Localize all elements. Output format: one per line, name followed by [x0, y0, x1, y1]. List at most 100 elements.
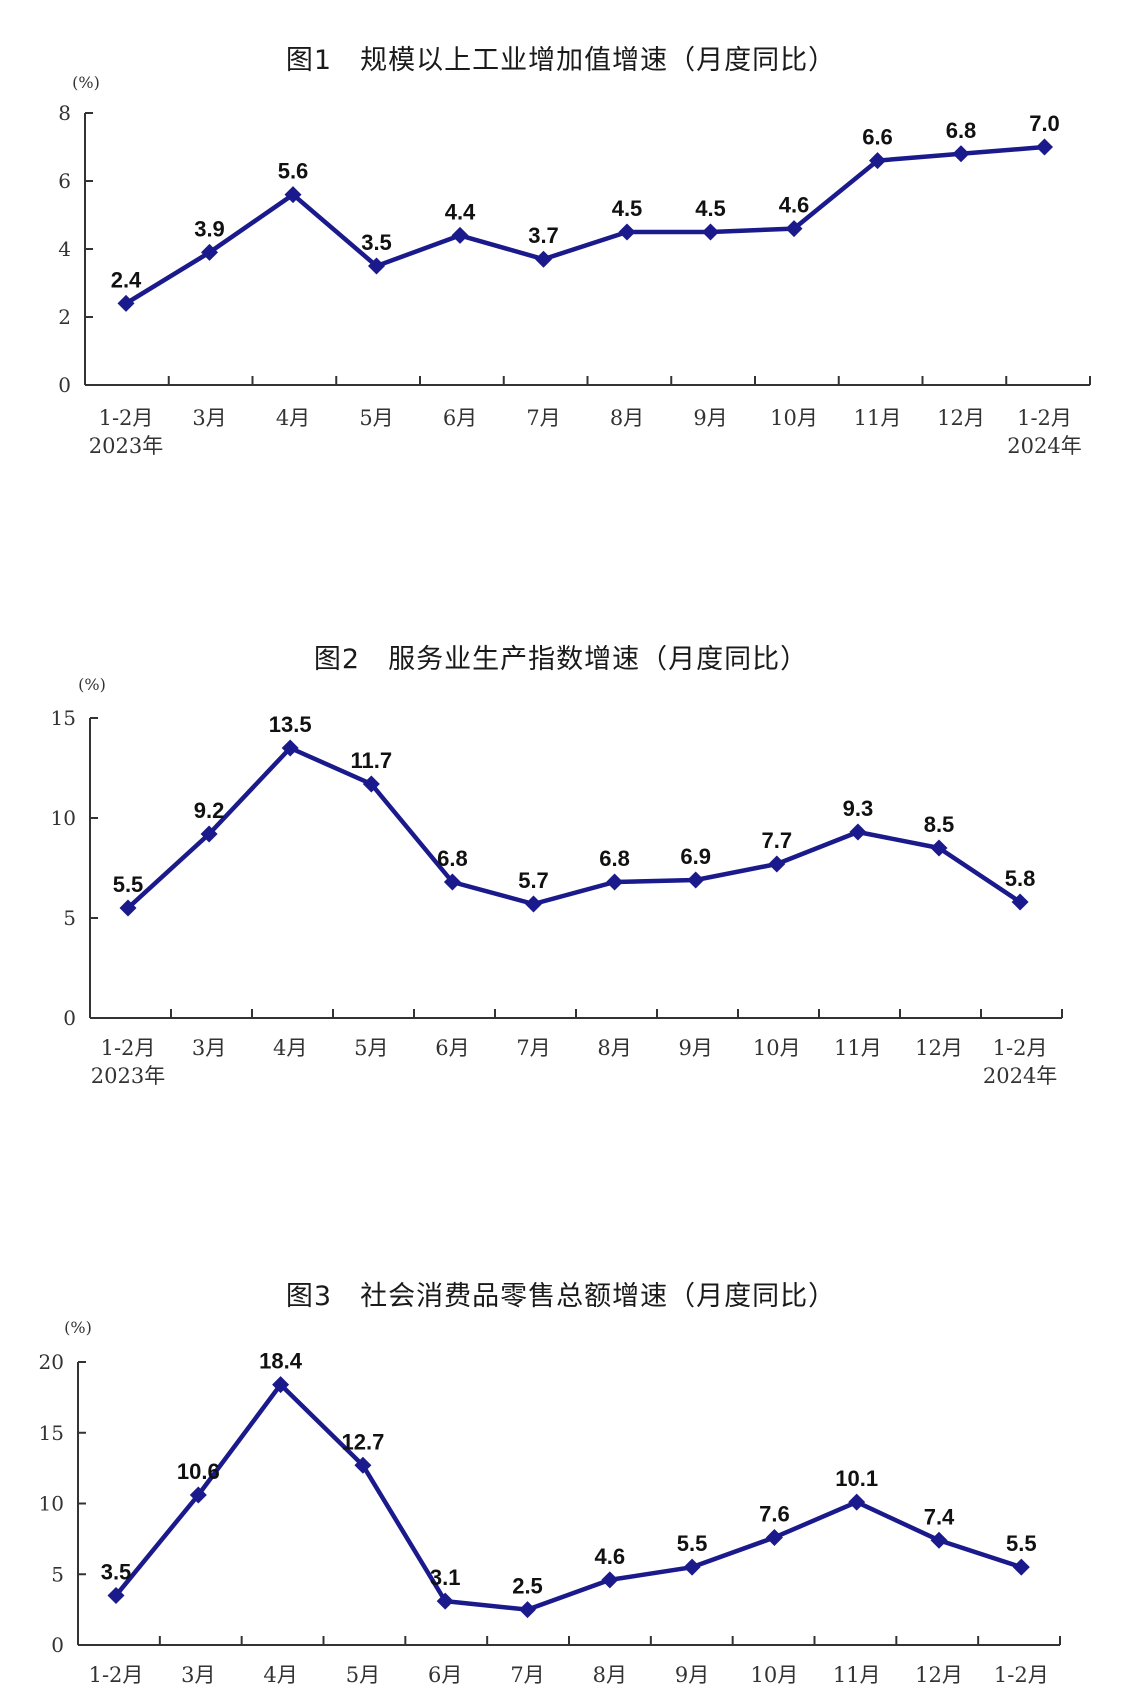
chart-2-data-label: 5.5 — [113, 872, 144, 897]
chart-3-data-label: 3.1 — [430, 1565, 461, 1590]
chart-1-x-tick-label: 10月 — [770, 406, 818, 430]
chart-2-x-tick-label: 12月 — [915, 1036, 963, 1060]
chart-1-y-tick-label: 2 — [58, 305, 71, 329]
chart-2-data-label: 6.8 — [599, 846, 630, 871]
chart-3-data-point — [683, 1558, 701, 1576]
chart-2-y-tick-label: 15 — [51, 706, 76, 730]
chart-1-x-tick-label: 12月 — [937, 406, 985, 430]
chart-3-data-label: 3.5 — [101, 1559, 132, 1584]
chart-1-data-label: 4.6 — [779, 193, 810, 218]
chart-1-data-point — [368, 257, 385, 275]
chart-3-y-tick-label: 15 — [39, 1421, 64, 1445]
chart-3-x-tick-label: 7月 — [510, 1663, 544, 1687]
chart-2-x-tick-label: 4月 — [273, 1036, 307, 1060]
chart-2-data-label: 5.8 — [1005, 866, 1036, 891]
chart-1-data-label: 2.4 — [111, 267, 142, 292]
chart-3-y-tick-label: 5 — [51, 1562, 64, 1586]
chart-3-x-tick-label: 1-2月 — [89, 1663, 144, 1687]
chart-3-series-line — [114, 1382, 1022, 1612]
chart-2-year-label-end: 2024年 — [983, 1064, 1057, 1088]
chart-3-x-tick-label: 5月 — [346, 1663, 380, 1687]
chart-3-data-point — [1012, 1558, 1030, 1576]
chart-3-x-tick-label: 11月 — [833, 1663, 881, 1687]
chart-2-data-point — [281, 739, 299, 757]
chart-2-data-label: 11.7 — [350, 748, 392, 773]
chart-1-x-tick-label: 7月 — [526, 406, 560, 430]
chart-2-year-label-start: 2023年 — [91, 1064, 165, 1088]
chart-1-data-label: 7.0 — [1029, 111, 1060, 136]
chart-1-data-point — [952, 145, 970, 163]
chart-1-data-label: 4.4 — [445, 199, 476, 224]
chart-3-x-tick-label: 3月 — [181, 1663, 215, 1687]
chart-3-data-label: 7.4 — [924, 1504, 955, 1529]
chart-1-data-point — [869, 152, 886, 170]
chart-1-x-tick-label: 1-2月 — [99, 406, 154, 430]
chart-1-data-point — [117, 294, 135, 312]
chart-2-x-tick-label: 6月 — [435, 1036, 469, 1060]
chart-1-data-point — [535, 250, 552, 268]
chart-2-x-tick-label: 3月 — [192, 1036, 226, 1060]
chart-3-data-label: 10.1 — [835, 1466, 878, 1491]
chart-1-x-tick-label: 11月 — [854, 406, 902, 430]
chart-1-y-tick-label: 0 — [58, 373, 71, 397]
chart-1-data-label: 3.5 — [361, 230, 392, 255]
chart-2-x-tick-label: 7月 — [516, 1036, 550, 1060]
chart-2-data-point — [362, 775, 380, 793]
chart-3-data-label: 18.4 — [259, 1349, 303, 1374]
chart-2-data-point — [200, 825, 218, 843]
chart-3-data-point — [107, 1586, 125, 1604]
chart-3-x-tick-label: 10月 — [751, 1663, 799, 1687]
chart-2-title: 图2 服务业生产指数增速（月度同比） — [313, 644, 809, 675]
chart-2-data-label: 9.3 — [843, 796, 874, 821]
chart-2-y-tick-label: 5 — [63, 906, 76, 930]
chart-3-data-point — [930, 1531, 948, 1549]
chart-1-x-tick-label: 5月 — [359, 406, 393, 430]
chart-1-unit-label: (%) — [72, 73, 100, 92]
chart-1-x-tick-label: 9月 — [693, 406, 727, 430]
chart-3-x-tick-label: 9月 — [675, 1663, 709, 1687]
chart-1-data-label: 3.9 — [194, 216, 225, 241]
chart-3-y-tick-label: 0 — [51, 1633, 64, 1657]
chart-2-data-label: 9.2 — [194, 798, 225, 823]
chart-3-data-point — [519, 1601, 536, 1619]
chart-1-x-tick-label: 8月 — [610, 406, 644, 430]
chart-1-x-tick-label: 3月 — [192, 406, 226, 430]
chart-2-x-tick-label: 8月 — [597, 1036, 631, 1060]
chart-3-x-tick-label: 1-2月 — [994, 1663, 1049, 1687]
chart-2-data-point — [849, 823, 867, 841]
chart-3-data-point — [354, 1456, 372, 1474]
chart-3-data-point — [765, 1528, 783, 1546]
chart-2-data-point — [525, 895, 542, 913]
chart-2-y-tick-label: 10 — [51, 806, 76, 830]
chart-3-x-tick-label: 4月 — [263, 1663, 297, 1687]
chart-1-data-point — [785, 220, 803, 238]
chart-3-data-point — [272, 1376, 290, 1394]
chart-1-data-point — [702, 223, 719, 241]
chart-3-data-label: 4.6 — [595, 1544, 626, 1569]
chart-2-x-tick-label: 1-2月 — [101, 1036, 156, 1060]
chart-2-y-tick-label: 0 — [63, 1006, 76, 1030]
chart-3-y-tick-label: 20 — [39, 1350, 64, 1374]
chart-1-data-label: 4.5 — [695, 196, 726, 221]
chart-1-data-label: 4.5 — [612, 196, 643, 221]
chart-3-x-tick-label: 8月 — [593, 1663, 627, 1687]
chart-1-data-point — [451, 226, 469, 244]
chart-1-data-point — [618, 223, 636, 241]
chart-2-data-label: 5.7 — [518, 868, 549, 893]
chart-1-y-tick-label: 4 — [58, 237, 71, 261]
chart-2-data-label: 6.8 — [437, 846, 468, 871]
chart-2-data-point — [443, 873, 461, 891]
chart-2-data-point — [768, 855, 786, 873]
chart-2-data-point — [1011, 893, 1029, 911]
chart-1-year-label-end: 2024年 — [1007, 434, 1081, 458]
chart-1-year-label-start: 2023年 — [89, 434, 163, 458]
chart-2-data-point — [687, 871, 705, 889]
chart-3-data-label: 2.5 — [512, 1574, 543, 1599]
chart-2-x-tick-label: 5月 — [354, 1036, 388, 1060]
chart-3-unit-label: (%) — [64, 1318, 92, 1337]
chart-3-y-tick-label: 10 — [39, 1492, 64, 1516]
chart-1-data-label: 5.6 — [278, 159, 309, 184]
chart-3-x-tick-label: 6月 — [428, 1663, 462, 1687]
chart-2-data-label: 7.7 — [762, 828, 793, 853]
